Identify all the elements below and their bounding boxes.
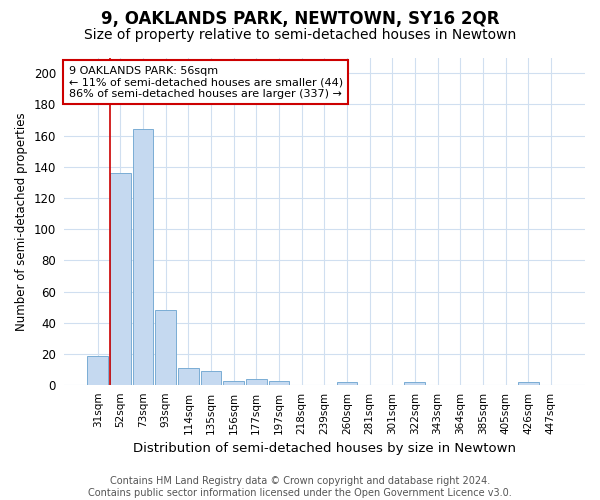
Bar bbox=[404, 382, 425, 386]
Y-axis label: Number of semi-detached properties: Number of semi-detached properties bbox=[15, 112, 28, 330]
Text: 9, OAKLANDS PARK, NEWTOWN, SY16 2QR: 9, OAKLANDS PARK, NEWTOWN, SY16 2QR bbox=[101, 10, 499, 28]
X-axis label: Distribution of semi-detached houses by size in Newtown: Distribution of semi-detached houses by … bbox=[133, 442, 516, 455]
Bar bbox=[155, 310, 176, 386]
Text: Contains HM Land Registry data © Crown copyright and database right 2024.
Contai: Contains HM Land Registry data © Crown c… bbox=[88, 476, 512, 498]
Bar bbox=[337, 382, 358, 386]
Bar bbox=[200, 371, 221, 386]
Bar bbox=[246, 379, 267, 386]
Text: 9 OAKLANDS PARK: 56sqm
← 11% of semi-detached houses are smaller (44)
86% of sem: 9 OAKLANDS PARK: 56sqm ← 11% of semi-det… bbox=[69, 66, 343, 99]
Text: Size of property relative to semi-detached houses in Newtown: Size of property relative to semi-detach… bbox=[84, 28, 516, 42]
Bar bbox=[133, 130, 154, 386]
Bar bbox=[110, 173, 131, 386]
Bar bbox=[178, 368, 199, 386]
Bar bbox=[87, 356, 108, 386]
Bar bbox=[223, 380, 244, 386]
Bar bbox=[518, 382, 539, 386]
Bar bbox=[269, 380, 289, 386]
